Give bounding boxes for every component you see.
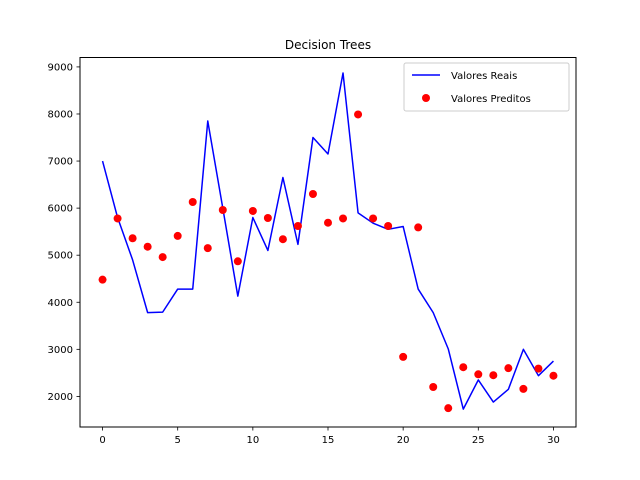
scatter-point-preditos [474,370,483,379]
y-tick-label: 6000 [48,204,73,215]
scatter-point-preditos [173,231,182,240]
y-axis: 2000 3000 4000 5000 6000 7000 8000 9000 [48,62,80,403]
scatter-point-preditos [308,190,317,198]
axes-frame [79,57,577,428]
y-tick-label: 2000 [48,392,73,403]
scatter-point-preditos [128,234,137,243]
legend-label-preditos: Valores Preditos [451,94,531,105]
x-tick-label: 0 [99,435,105,446]
scatter-point-preditos [429,382,438,391]
legend: Valores Reais Valores Preditos [403,62,570,112]
scatter-point-preditos [233,257,242,266]
y-tick-label: 3000 [48,345,73,356]
x-axis: 0 5 10 15 20 25 30 [99,427,560,446]
scatter-point-preditos [158,253,167,262]
scatter-point-preditos [519,384,528,393]
y-tick-label: 9000 [48,62,73,73]
scatter-point-preditos [218,206,227,215]
scatter-point-preditos [339,214,348,223]
scatter-point-preditos [489,371,498,380]
scatter-point-preditos [203,244,212,253]
scatter-point-preditos [248,206,257,215]
y-tick-label: 8000 [48,109,73,120]
scatter-point-preditos [113,214,122,223]
scatter-point-preditos [143,242,152,251]
x-tick-label: 25 [472,435,485,446]
scatter-point-preditos [369,214,378,223]
scatter-point-preditos [188,198,197,207]
legend-box [403,62,570,112]
scatter-point-preditos [444,404,453,413]
legend-marker-swatch [422,94,430,102]
plot-area [98,72,558,413]
scatter-point-preditos [98,275,107,284]
scatter-point-preditos [384,222,393,231]
series-line-reais [101,72,554,410]
scatter-point-preditos [399,352,408,361]
x-tick-label: 15 [322,435,335,446]
scatter-point-preditos [278,235,287,244]
scatter-point-preditos [263,214,272,223]
scatter-point-preditos [293,222,302,231]
chart-title: Decision Trees [285,38,371,52]
y-tick-label: 7000 [48,157,73,168]
x-tick-label: 30 [547,435,560,446]
y-tick-label: 4000 [48,298,73,309]
x-tick-label: 10 [246,435,259,446]
scatter-point-preditos [549,371,558,380]
scatter-point-preditos [414,223,423,232]
scatter-point-preditos [504,364,513,373]
x-tick-label: 20 [397,435,410,446]
scatter-point-preditos [354,110,363,119]
x-tick-label: 5 [175,435,181,446]
scatter-point-preditos [459,363,468,372]
scatter-point-preditos [324,218,332,227]
scatter-point-preditos [534,364,543,373]
legend-label-reais: Valores Reais [451,71,517,82]
y-tick-label: 5000 [48,251,73,262]
